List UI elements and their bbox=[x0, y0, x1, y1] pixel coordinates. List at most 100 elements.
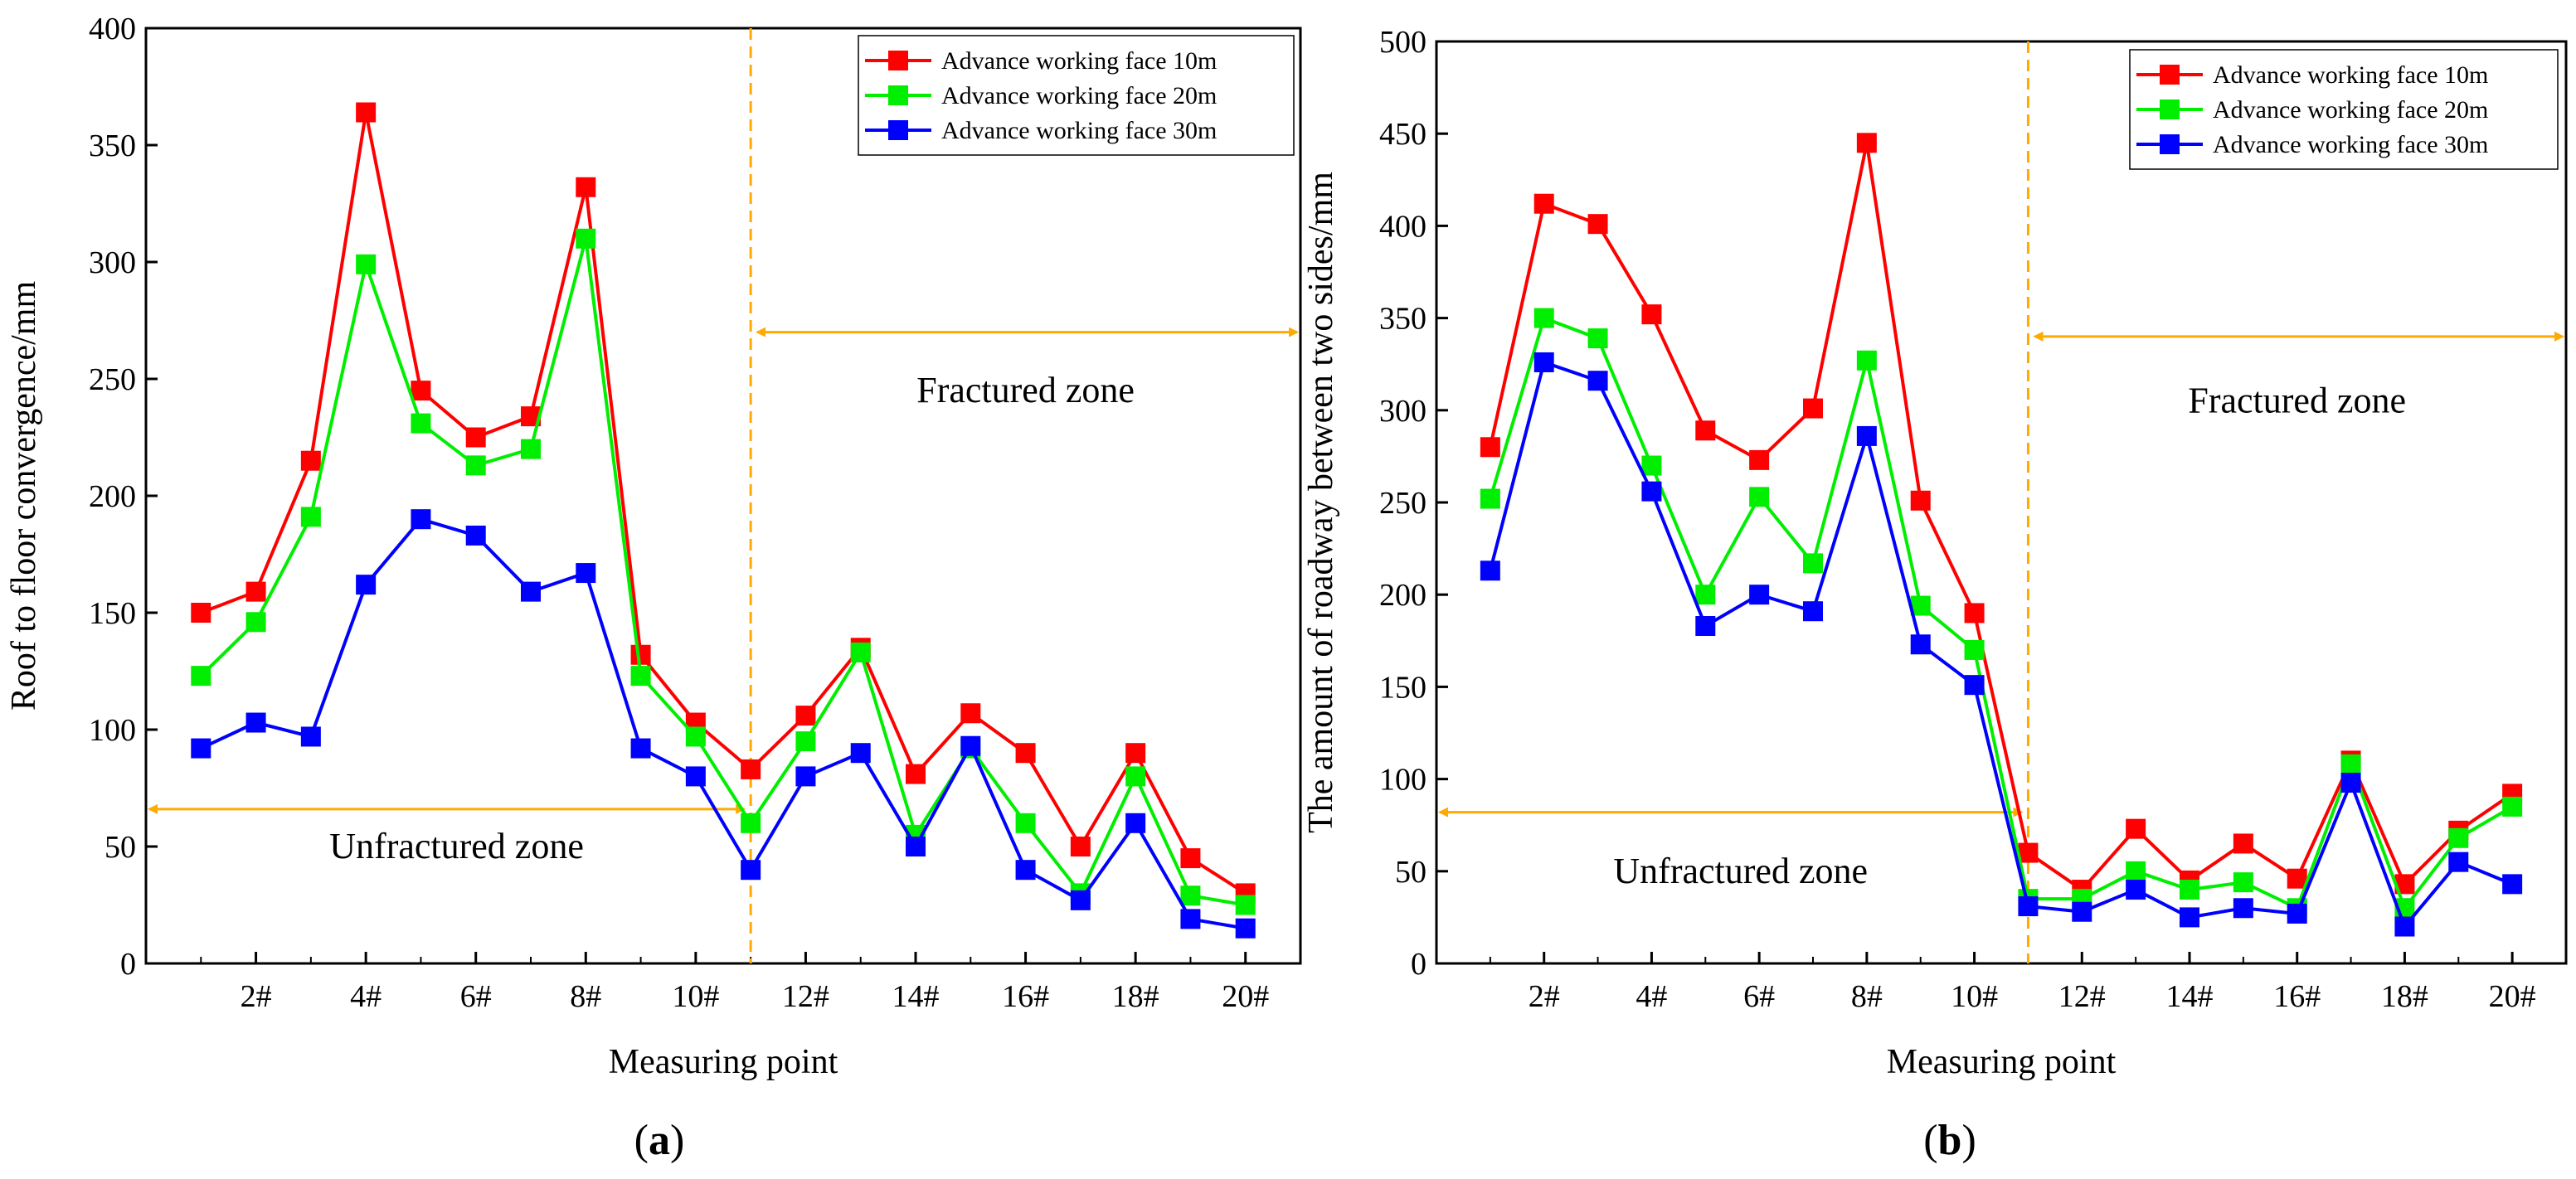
x-axis-title: Measuring point bbox=[1887, 1043, 2117, 1081]
x-tick-label: 14# bbox=[892, 979, 940, 1014]
chart-panel-b: 0 50 100 150 200 250 300 350 400 450 500 2# 4# 6# 8# 10… bbox=[1302, 25, 2568, 1164]
data-point-series-1 bbox=[1910, 490, 1931, 511]
data-point-series-2 bbox=[795, 731, 816, 752]
data-point-series-1 bbox=[630, 644, 651, 665]
y-tick-label: 200 bbox=[89, 479, 136, 514]
data-point-series-2 bbox=[1587, 328, 1608, 349]
legend-entry-1: Advance working face 10m bbox=[2213, 61, 2488, 89]
data-point-series-2 bbox=[191, 666, 211, 687]
data-point-series-3 bbox=[1587, 371, 1608, 391]
data-point-series-2 bbox=[2180, 880, 2199, 900]
data-point-series-1 bbox=[2233, 833, 2253, 854]
data-point-series-3 bbox=[2448, 852, 2469, 872]
data-point-series-3 bbox=[2287, 903, 2307, 924]
data-point-series-3 bbox=[1125, 813, 1146, 833]
data-point-series-1 bbox=[411, 381, 431, 401]
data-point-series-3 bbox=[1480, 560, 1500, 581]
data-point-series-2 bbox=[1235, 895, 1256, 915]
data-point-series-2 bbox=[2340, 754, 2361, 774]
fractured-zone-label: Fractured zone bbox=[916, 370, 1135, 410]
x-tick-label: 8# bbox=[570, 979, 601, 1014]
y-tick-label: 200 bbox=[1379, 578, 1427, 613]
x-tick-label: 4# bbox=[1636, 979, 1667, 1014]
panel-label-open: ( bbox=[1923, 1117, 1937, 1164]
data-point-series-3 bbox=[2340, 773, 2361, 793]
data-point-series-1 bbox=[1803, 398, 1823, 419]
y-tick-label: 250 bbox=[89, 362, 136, 397]
panel-label: (b) bbox=[1923, 1117, 1976, 1164]
y-tick-label: 400 bbox=[1379, 209, 1427, 244]
data-point-series-3 bbox=[685, 766, 706, 787]
series-line-3 bbox=[1488, 360, 2513, 930]
fractured-zone-label: Fractured zone bbox=[2188, 381, 2406, 421]
x-tick-label: 16# bbox=[1002, 979, 1049, 1014]
data-point-series-1 bbox=[576, 177, 596, 197]
data-point-series-2 bbox=[356, 254, 377, 274]
data-point-series-3 bbox=[906, 837, 926, 856]
y-tick-label: 150 bbox=[89, 596, 136, 631]
data-point-series-3 bbox=[795, 766, 816, 787]
data-point-series-3 bbox=[191, 738, 211, 759]
data-point-series-1 bbox=[741, 759, 761, 779]
data-point-series-3 bbox=[356, 575, 377, 595]
data-point-series-3 bbox=[2502, 874, 2523, 895]
data-point-series-3 bbox=[576, 563, 596, 584]
legend-marker-1 bbox=[888, 51, 908, 70]
data-point-series-3 bbox=[1533, 352, 1554, 372]
data-point-series-2 bbox=[2126, 861, 2146, 881]
panel-label-letter: a bbox=[649, 1117, 670, 1164]
x-tick-label: 2# bbox=[1529, 979, 1560, 1014]
data-point-series-3 bbox=[2072, 901, 2092, 922]
data-point-series-2 bbox=[685, 726, 706, 747]
data-point-series-3 bbox=[1964, 675, 1985, 696]
y-tick-label: 0 bbox=[120, 947, 136, 982]
data-point-series-1 bbox=[1641, 304, 1662, 325]
data-point-series-1 bbox=[1070, 837, 1091, 856]
panel-label-letter: b bbox=[1938, 1117, 1962, 1164]
data-point-series-1 bbox=[1180, 848, 1201, 869]
y-tick-label: 50 bbox=[104, 830, 136, 865]
data-point-series-2 bbox=[2233, 872, 2253, 893]
y-tick-label: 400 bbox=[89, 12, 136, 46]
data-point-series-3 bbox=[2394, 916, 2415, 937]
data-point-series-3 bbox=[1641, 481, 1662, 502]
y-axis-title: The amount of roadway between two sides/… bbox=[1302, 172, 1340, 833]
data-point-series-3 bbox=[1180, 909, 1201, 929]
legend-entry-2: Advance working face 20m bbox=[941, 82, 1217, 109]
data-point-series-3 bbox=[960, 735, 981, 756]
legend-marker-1 bbox=[2160, 65, 2180, 85]
data-point-series-2 bbox=[1125, 766, 1146, 787]
y-axis-title: Roof to floor convergence/mm bbox=[5, 281, 43, 711]
data-point-series-3 bbox=[630, 738, 651, 759]
x-tick-label: 12# bbox=[2058, 979, 2106, 1014]
series-line-2 bbox=[199, 238, 1247, 907]
data-point-series-1 bbox=[2018, 842, 2039, 863]
data-point-series-1 bbox=[1695, 420, 1716, 441]
data-point-series-3 bbox=[850, 743, 871, 764]
data-point-series-2 bbox=[2448, 827, 2469, 848]
data-point-series-3 bbox=[1803, 601, 1823, 622]
data-point-series-2 bbox=[741, 813, 761, 833]
data-point-series-1 bbox=[245, 581, 266, 602]
data-point-series-1 bbox=[1480, 437, 1500, 458]
data-point-series-1 bbox=[1533, 193, 1554, 214]
x-tick-label: 18# bbox=[2381, 979, 2428, 1014]
data-point-series-2 bbox=[1533, 308, 1554, 328]
legend-entry-3: Advance working face 30m bbox=[2213, 131, 2488, 158]
data-point-series-1 bbox=[1125, 743, 1146, 764]
data-point-series-3 bbox=[521, 581, 541, 602]
x-tick-label: 16# bbox=[2273, 979, 2321, 1014]
y-tick-label: 250 bbox=[1379, 486, 1427, 521]
x-tick-label: 8# bbox=[1851, 979, 1883, 1014]
data-point-series-2 bbox=[1749, 487, 1770, 507]
data-point-series-1 bbox=[1964, 603, 1985, 623]
series-line-1 bbox=[200, 112, 1247, 895]
y-tick-label: 450 bbox=[1379, 117, 1427, 152]
data-point-series-3 bbox=[1856, 425, 1877, 446]
legend-marker-2 bbox=[2160, 99, 2180, 119]
data-point-series-2 bbox=[576, 228, 596, 249]
data-point-series-1 bbox=[356, 102, 377, 123]
data-point-series-2 bbox=[1180, 885, 1201, 906]
data-point-series-1 bbox=[1749, 449, 1770, 470]
